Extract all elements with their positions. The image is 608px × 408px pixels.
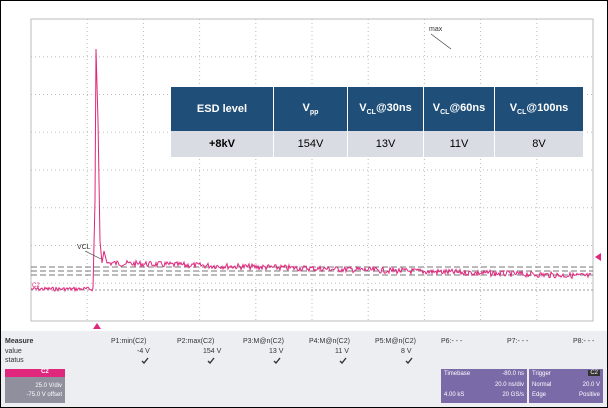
trigger-position: [93, 323, 101, 329]
header-subscript: pp: [310, 109, 319, 116]
channel-marker: C2: [32, 283, 40, 289]
measure-panel: Measure value status P1:min(C2) -4 V P2:ma…: [1, 331, 607, 407]
header-text: V: [433, 102, 440, 114]
header-text: V: [303, 102, 310, 114]
status-check: [141, 357, 149, 364]
header-subscript: CL: [367, 109, 376, 116]
header-cell: VCL@60ns: [424, 87, 495, 131]
row-label: status: [5, 357, 24, 364]
check-mark: [274, 358, 280, 363]
timebase-rate: 20 GS/s: [502, 392, 524, 398]
param-name: P2:max(C2): [177, 338, 214, 345]
header-subscript: CL: [517, 109, 526, 116]
header-cell: Vpp: [274, 87, 348, 131]
table-cell: +8kV: [171, 131, 274, 157]
header-cell: VCL@100ns: [495, 87, 584, 131]
param-name: P1:min(C2): [111, 338, 146, 345]
param-value: 8 V: [401, 348, 412, 355]
table-cell: 154V: [274, 131, 348, 157]
trigger-channel: C2: [588, 370, 600, 376]
param-value: 11 V: [335, 348, 349, 355]
trigger-level-text: 20.0 V: [583, 382, 600, 388]
header-cell: VCL@30ns: [348, 87, 424, 131]
header-suffix: @100ns: [526, 102, 568, 114]
param-value: 13 V: [269, 348, 283, 355]
trigger-title: Trigger: [532, 371, 551, 377]
timebase-title: Timebase: [444, 371, 470, 377]
trigger-box: Trigger C2 Normal 20.0 V Edge Positive: [529, 369, 603, 403]
header-suffix: @60ns: [449, 102, 485, 114]
param-name: P5:M@n(C2): [375, 338, 416, 345]
timebase-delay: -80.0 ns: [502, 371, 524, 377]
header-text: V: [359, 102, 366, 114]
channel-name: C2: [41, 369, 49, 375]
row-label: value: [5, 348, 22, 355]
scope-screen: max VCL C2 ESD levelVppVCL@30nsVCL@60nsV…: [0, 0, 608, 408]
channel-offset: -75.0 V offset: [26, 392, 62, 398]
check-mark: [340, 358, 346, 363]
status-check: [339, 357, 347, 364]
measure-title: Measure: [5, 338, 33, 345]
timebase-box: Timebase -80.0 ns 20.0 ns/div 4.00 kS 20…: [441, 369, 527, 403]
status-check: [405, 357, 413, 364]
trigger-level: [595, 253, 601, 261]
trigger-slope: Positive: [579, 392, 600, 398]
trigger-mode: Normal: [532, 382, 551, 388]
header-text: V: [510, 102, 517, 114]
status-check: [207, 357, 215, 364]
check-mark: [142, 358, 148, 363]
max-marker: max: [429, 26, 443, 33]
table-cell: 8V: [495, 131, 584, 157]
param-name: P7:- - -: [507, 338, 528, 345]
check-mark: [208, 358, 214, 363]
param-name: P6:- - -: [441, 338, 462, 345]
header-suffix: @30ns: [376, 102, 412, 114]
channel-box: C2 25.0 V/div -75.0 V offset: [5, 369, 65, 403]
status-check: [273, 357, 281, 364]
table-cell: 13V: [348, 131, 424, 157]
check-mark: [406, 358, 412, 363]
param-name: P3:M@n(C2): [243, 338, 284, 345]
header-cell: ESD level: [171, 87, 274, 131]
trigger-type: Edge: [532, 392, 546, 398]
param-value: 154 V: [203, 348, 221, 355]
param-value: -4 V: [137, 348, 150, 355]
param-name: P8:- - -: [573, 338, 594, 345]
timebase-samples: 4.00 kS: [444, 392, 464, 398]
vcl-marker: VCL: [77, 244, 91, 251]
param-name: P4:M@n(C2): [309, 338, 350, 345]
waveform-display: max VCL C2: [1, 1, 607, 331]
timebase-scale: 20.0 ns/div: [495, 382, 524, 388]
channel-scale: 25.0 V/div: [35, 383, 62, 389]
table-cell: 11V: [424, 131, 495, 157]
